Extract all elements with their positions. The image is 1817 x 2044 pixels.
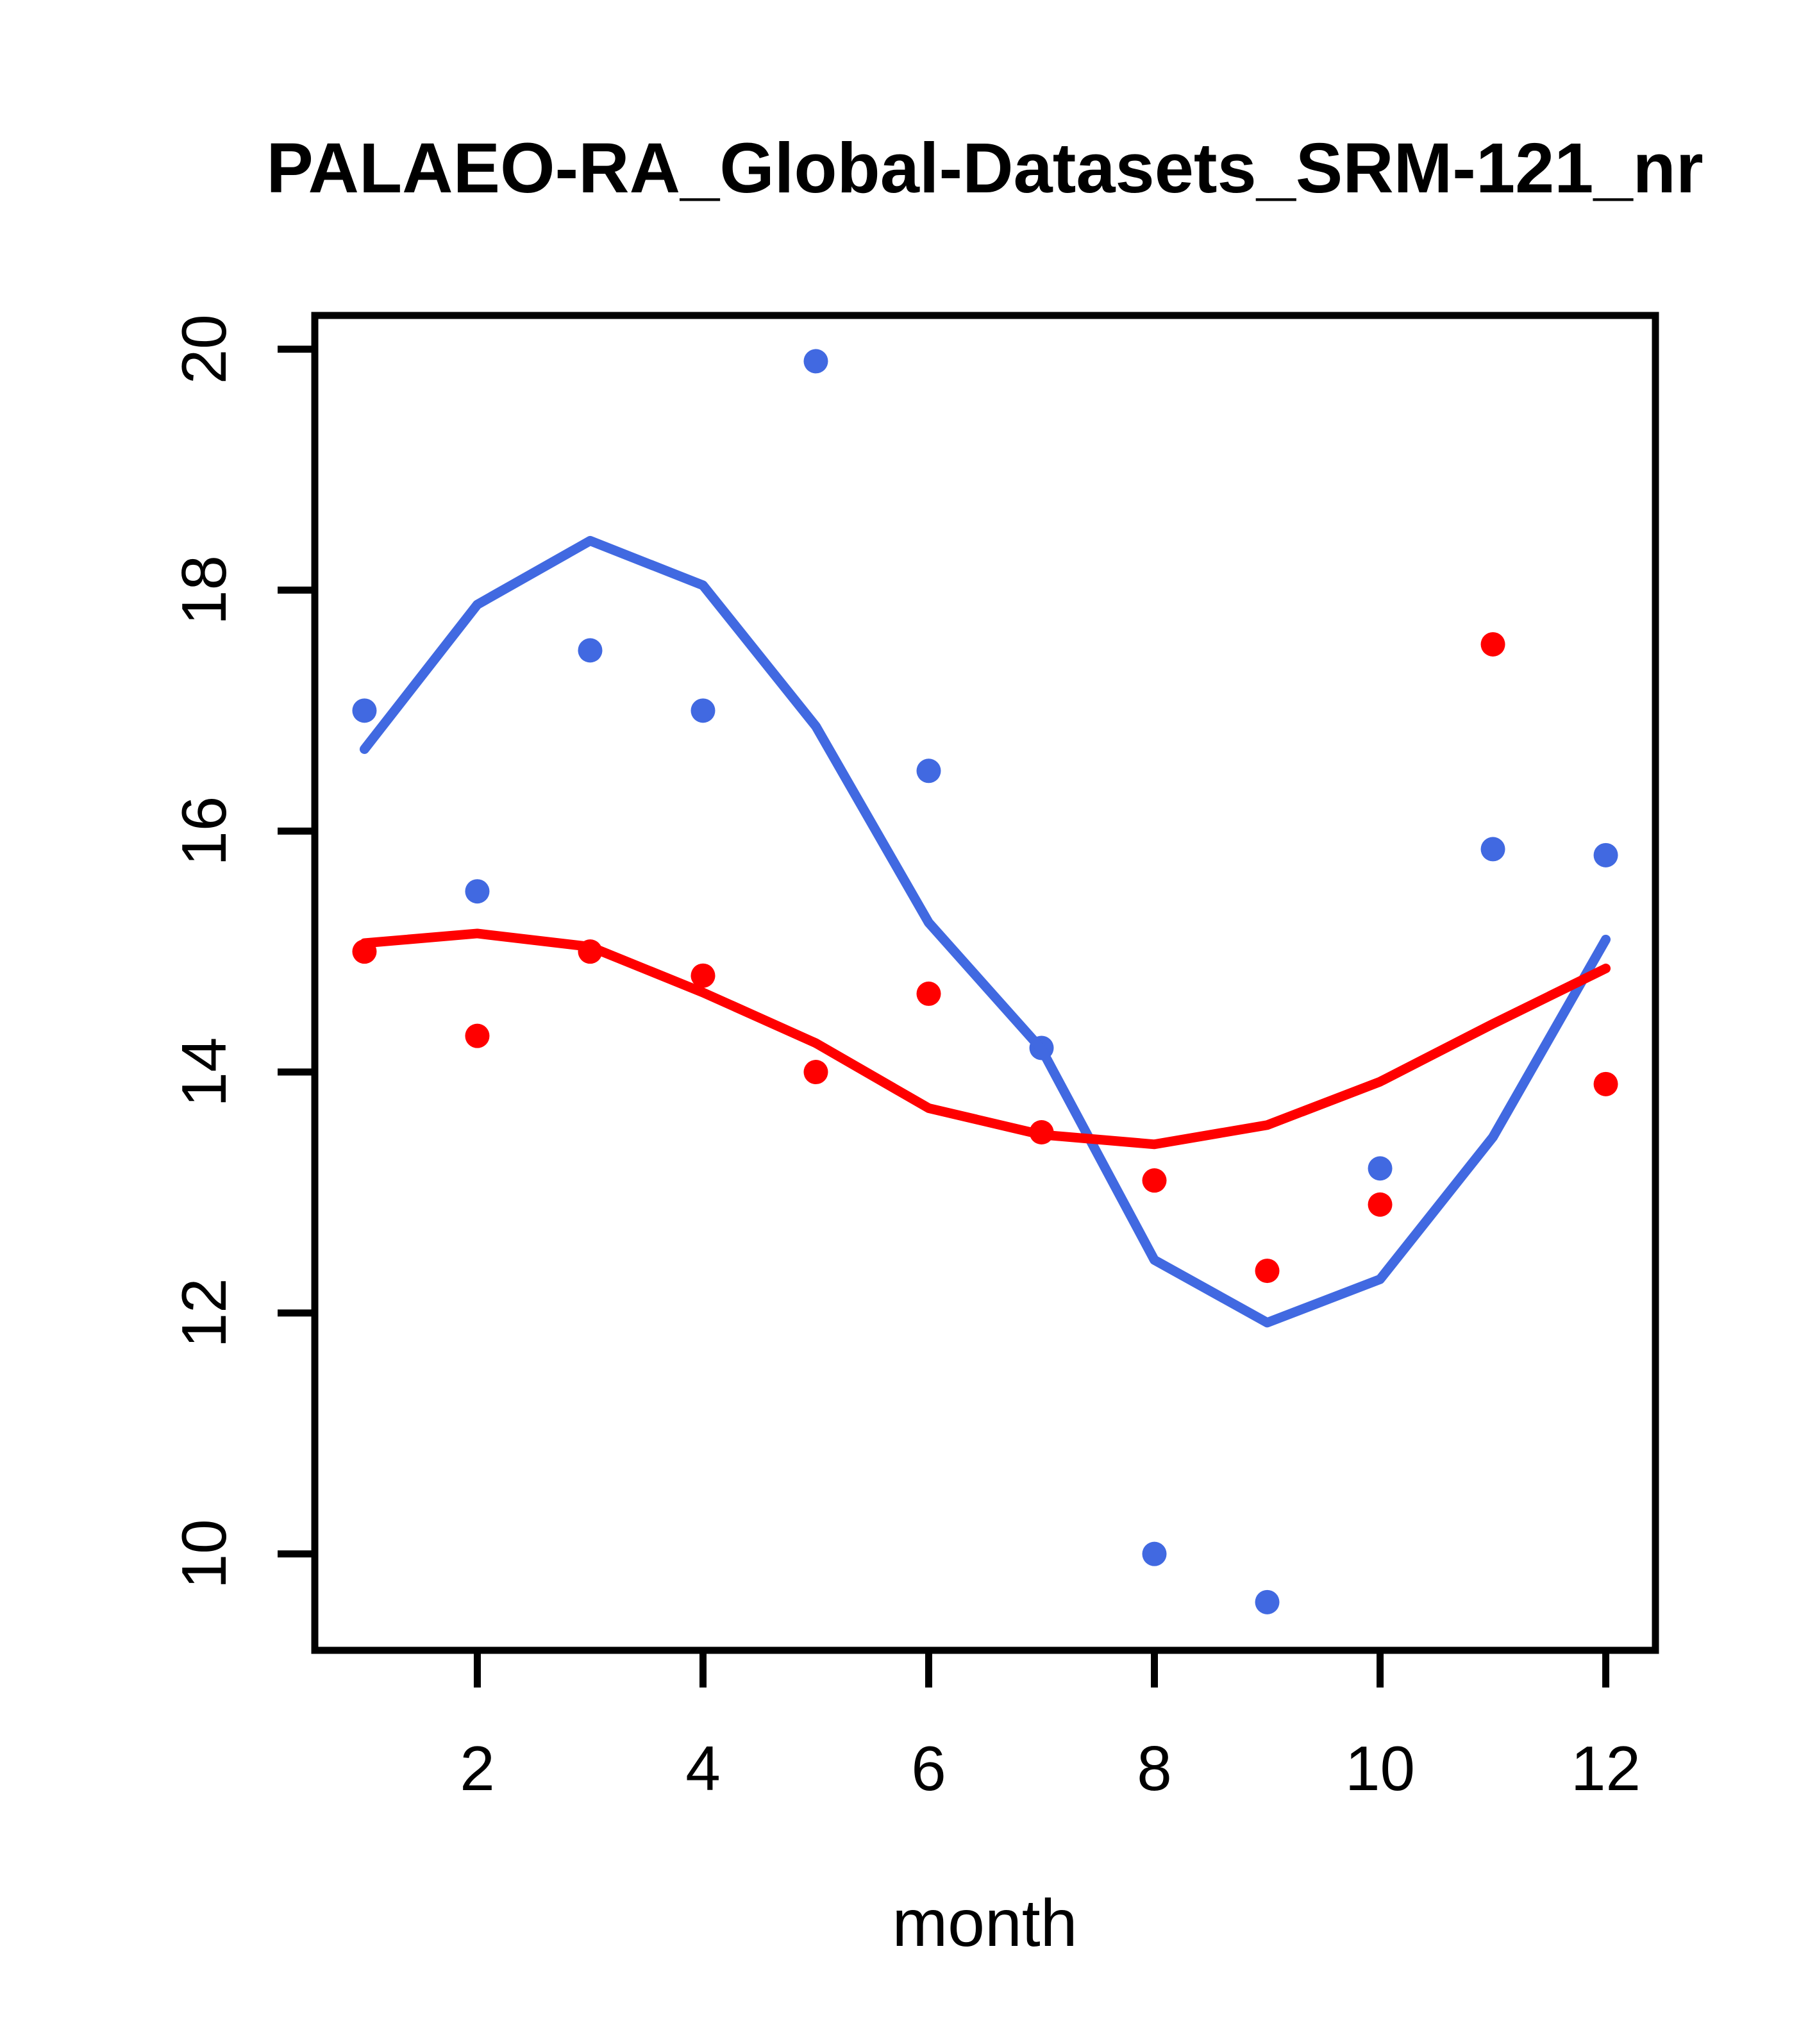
red-scatter-point [1255,1259,1280,1284]
plot-border [311,312,1659,1654]
chart-title: PALAEO-RA_Global-Datasets_SRM-121_nr [266,129,1703,208]
blue-scatter-point [1480,837,1505,862]
red-scatter-point [1368,1192,1393,1217]
blue-scatter-point [916,758,941,783]
red-smooth-line [359,928,1611,1150]
x-axis-tick-label: 4 [685,1733,721,1804]
blue-scatter-point [691,698,716,723]
red-scatter-point [1480,632,1505,657]
red-scatter-point [803,1060,828,1085]
x-axis-label: month [892,1886,1077,1961]
x-axis-tick-label: 8 [1137,1733,1172,1804]
red-scatter-point [1142,1168,1167,1193]
blue-scatter-point [803,349,828,374]
y-axis-tick-label: 14 [169,1037,239,1107]
y-axis-tick-label: 12 [169,1278,239,1348]
blue-scatter-point [1593,842,1618,867]
blue-scatter-point [1142,1541,1167,1566]
blue-scatter-point [352,698,377,723]
y-axis-tick-label: 10 [169,1519,239,1589]
plot-content: 2 4 6 8 10 12 10 12 14 16 18 20 [169,314,1641,1804]
x-axis-tick-label: 2 [460,1733,495,1804]
red-scatter-point [1593,1071,1618,1096]
y-axis-tick-label: 18 [169,555,239,625]
blue-scatter-point [1368,1156,1393,1181]
red-scatter-point [465,1023,490,1048]
y-axis-tick-label: 20 [169,314,239,384]
blue-scatter-point [578,638,603,663]
x-axis-tick-label: 10 [1345,1733,1415,1804]
x-axis-tick-label: 6 [911,1733,946,1804]
blue-scatter-point [1255,1589,1280,1614]
blue-scatter-point [465,879,490,904]
red-scatter-point [691,963,716,988]
blue-smooth-line [359,535,1611,1328]
x-axis-tick-label: 12 [1571,1733,1641,1804]
y-axis-tick-label: 16 [169,796,239,866]
red-scatter-point [916,981,941,1006]
